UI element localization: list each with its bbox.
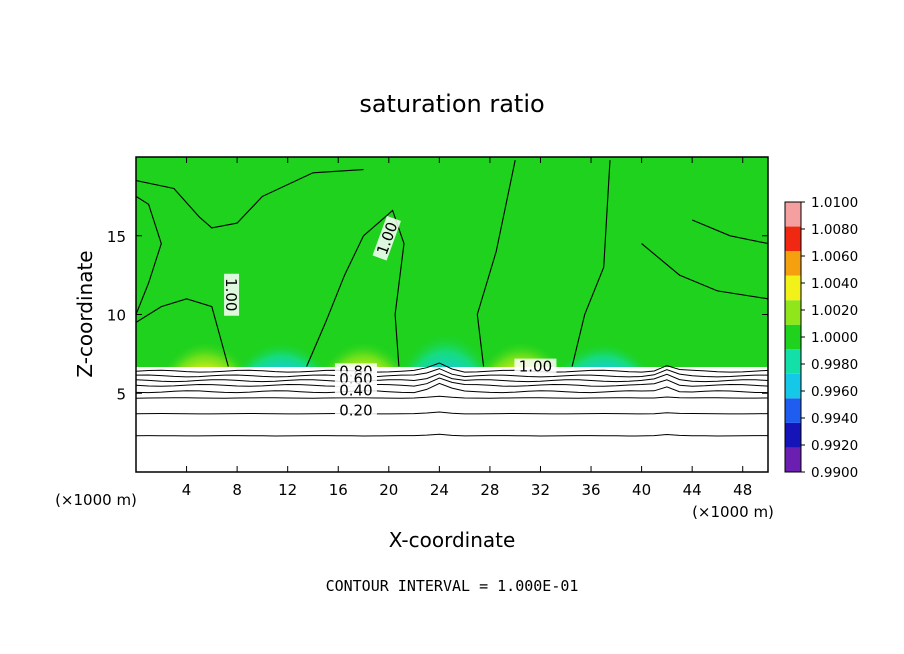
x-tick-label-6: 28 [480, 481, 499, 499]
colorbar-swatch-7 [785, 275, 801, 301]
contour-lower-line-1 [136, 368, 768, 378]
contour-lower-line-6 [136, 411, 768, 415]
contour-lower-line-7 [136, 433, 768, 437]
x-axis-label: X-coordinate [389, 528, 516, 552]
colorbar-label-4: 0.9980 [811, 357, 858, 373]
colorbar-label-0: 0.9900 [811, 465, 858, 481]
contour-label-1: 1.00 [222, 278, 240, 311]
chart-title: saturation ratio [359, 90, 544, 118]
colorbar-swatch-0 [785, 447, 801, 472]
colorbar-swatch-5 [785, 324, 801, 350]
colorbar-swatch-1 [785, 422, 801, 448]
x-tick-label-5: 24 [430, 481, 449, 499]
x-tick-label-1: 8 [232, 481, 242, 499]
contour-lower-line-2 [136, 373, 768, 383]
plot-area [136, 157, 768, 472]
x-tick-label-8: 36 [581, 481, 600, 499]
y-tick-label-2: 15 [107, 228, 126, 246]
x-tick-label-4: 20 [379, 481, 398, 499]
contour-label-bg-6 [334, 402, 377, 418]
contour-1-00-line-0 [136, 298, 229, 367]
colorbar-label-5: 1.0000 [811, 330, 858, 346]
colorbar-label-2: 0.9940 [811, 411, 858, 427]
x-tick-label-3: 16 [329, 481, 348, 499]
colorbar-label-9: 1.0080 [811, 222, 858, 238]
contour-label-2: 1.00 [519, 358, 552, 376]
colorbar: 0.9900 0.9920 0.9940 0.9960 0.9980 1.0000 1.00… [784, 195, 858, 481]
y-tick-label-0: 5 [116, 385, 126, 403]
contour-1-00-line-6 [136, 195, 162, 315]
contour-1-00-line-4 [136, 169, 364, 229]
colorbar-swatch-3 [785, 373, 801, 399]
colorbar-label-3: 0.9960 [811, 384, 858, 400]
contour-label-bg-2 [514, 358, 557, 374]
contour-lower-line-0 [136, 362, 768, 373]
contour-label-5: 0.40 [339, 381, 372, 399]
x-tick-label-9: 40 [632, 481, 651, 499]
y-axis-label: Z-coordinate [73, 250, 97, 377]
x-tick-label-7: 32 [531, 481, 550, 499]
contour-1-00-line-3 [571, 160, 611, 367]
contour-1-00-line-5 [641, 243, 768, 300]
contour-1-00-line-1 [306, 209, 405, 367]
x-tick-label-0: 4 [182, 481, 192, 499]
x-unit-left: (×1000 m) [55, 491, 137, 509]
colorbar-swatch-2 [785, 398, 801, 423]
x-tick-label-2: 12 [278, 481, 297, 499]
colorbar-swatch-4 [785, 349, 801, 374]
contour-label-bg-1 [224, 273, 240, 316]
contour-lower-line-3 [136, 377, 768, 387]
contour-lower-line-4 [136, 382, 768, 394]
contour-1-00-line-7 [691, 219, 768, 245]
colorbar-swatch-9 [785, 226, 801, 252]
colorbar-label-6: 1.0020 [811, 303, 858, 319]
contour-lower-line-5 [136, 395, 768, 399]
colorbar-label-10: 1.0100 [811, 195, 858, 211]
contour-interval-note: CONTOUR INTERVAL = 1.000E-01 [326, 577, 579, 595]
colorbar-swatch-10 [785, 202, 801, 227]
contour-label-bg-5 [334, 382, 377, 398]
contour-1-00-line-2 [476, 159, 516, 367]
colorbar-swatch-8 [785, 251, 801, 276]
stable-layer-background [136, 367, 768, 472]
colorbar-label-1: 0.9920 [811, 438, 858, 454]
contour-label-6: 0.20 [339, 402, 372, 420]
x-unit-right: (×1000 m) [692, 503, 774, 521]
x-tick-label-11: 48 [733, 481, 752, 499]
contour-label-bg-0 [372, 215, 401, 261]
y-tick-label-1: 10 [107, 307, 126, 325]
colorbar-swatch-6 [785, 300, 801, 325]
colorbar-label-7: 1.0040 [811, 276, 858, 292]
x-tick-label-10: 44 [683, 481, 702, 499]
colorbar-label-8: 1.0060 [811, 249, 858, 265]
